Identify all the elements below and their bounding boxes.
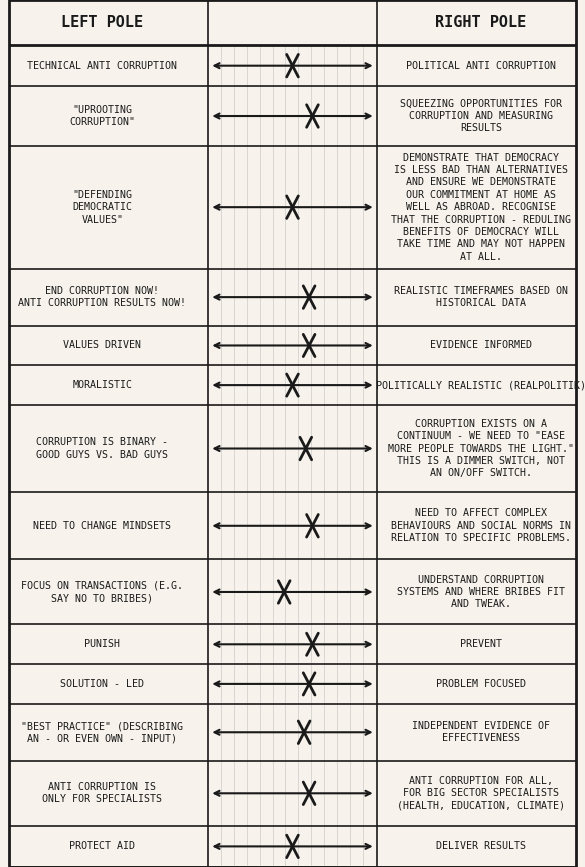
Text: NEED TO CHANGE MINDSETS: NEED TO CHANGE MINDSETS	[33, 521, 171, 531]
Text: CORRUPTION IS BINARY -
GOOD GUYS VS. BAD GUYS: CORRUPTION IS BINARY - GOOD GUYS VS. BAD…	[36, 437, 168, 460]
Text: CORRUPTION EXISTS ON A
CONTINUUM - WE NEED TO "EASE
MORE PEOPLE TOWARDS THE LIGH: CORRUPTION EXISTS ON A CONTINUUM - WE NE…	[388, 419, 574, 479]
Text: DEMONSTRATE THAT DEMOCRACY
IS LESS BAD THAN ALTERNATIVES
AND ENSURE WE DEMONSTRA: DEMONSTRATE THAT DEMOCRACY IS LESS BAD T…	[391, 153, 571, 262]
Text: PUNISH: PUNISH	[84, 639, 121, 649]
Text: NEED TO AFFECT COMPLEX
BEHAVIOURS AND SOCIAL NORMS IN
RELATION TO SPECIFIC PROBL: NEED TO AFFECT COMPLEX BEHAVIOURS AND SO…	[391, 508, 571, 544]
Text: ANTI CORRUPTION IS
ONLY FOR SPECIALISTS: ANTI CORRUPTION IS ONLY FOR SPECIALISTS	[42, 782, 163, 805]
Text: "UPROOTING
CORRUPTION": "UPROOTING CORRUPTION"	[70, 105, 135, 127]
Text: DELIVER RESULTS: DELIVER RESULTS	[436, 841, 526, 851]
Text: POLITICALLY REALISTIC (REALPOLITIK): POLITICALLY REALISTIC (REALPOLITIK)	[376, 380, 585, 390]
Text: POLITICAL ANTI CORRUPTION: POLITICAL ANTI CORRUPTION	[406, 61, 556, 71]
Text: PROBLEM FOCUSED: PROBLEM FOCUSED	[436, 679, 526, 689]
Text: SQUEEZING OPPORTUNITIES FOR
CORRUPTION AND MEASURING
RESULTS: SQUEEZING OPPORTUNITIES FOR CORRUPTION A…	[400, 99, 562, 134]
Text: PREVENT: PREVENT	[460, 639, 502, 649]
Text: PROTECT AID: PROTECT AID	[70, 841, 135, 851]
Text: VALUES DRIVEN: VALUES DRIVEN	[63, 341, 142, 350]
Text: UNDERSTAND CORRUPTION
SYSTEMS AND WHERE BRIBES FIT
AND TWEAK.: UNDERSTAND CORRUPTION SYSTEMS AND WHERE …	[397, 575, 565, 610]
Text: EVIDENCE INFORMED: EVIDENCE INFORMED	[430, 341, 532, 350]
Text: MORALISTIC: MORALISTIC	[73, 380, 132, 390]
Text: "DEFENDING
DEMOCRATIC
VALUES": "DEFENDING DEMOCRATIC VALUES"	[73, 190, 132, 225]
Text: ANTI CORRUPTION FOR ALL,
FOR BIG SECTOR SPECIALISTS
(HEALTH, EDUCATION, CLIMATE): ANTI CORRUPTION FOR ALL, FOR BIG SECTOR …	[397, 776, 565, 811]
Text: REALISTIC TIMEFRAMES BASED ON
HISTORICAL DATA: REALISTIC TIMEFRAMES BASED ON HISTORICAL…	[394, 286, 568, 309]
Text: SOLUTION - LED: SOLUTION - LED	[60, 679, 144, 689]
Text: FOCUS ON TRANSACTIONS (E.G.
SAY NO TO BRIBES): FOCUS ON TRANSACTIONS (E.G. SAY NO TO BR…	[22, 581, 183, 603]
Text: LEFT POLE: LEFT POLE	[61, 15, 143, 30]
Text: END CORRUPTION NOW!
ANTI CORRUPTION RESULTS NOW!: END CORRUPTION NOW! ANTI CORRUPTION RESU…	[18, 286, 187, 309]
Text: INDEPENDENT EVIDENCE OF
EFFECTIVENESS: INDEPENDENT EVIDENCE OF EFFECTIVENESS	[412, 721, 550, 744]
Text: RIGHT POLE: RIGHT POLE	[435, 15, 526, 30]
Text: TECHNICAL ANTI CORRUPTION: TECHNICAL ANTI CORRUPTION	[27, 61, 177, 71]
Text: "BEST PRACTICE" (DESCRIBING
AN - OR EVEN OWN - INPUT): "BEST PRACTICE" (DESCRIBING AN - OR EVEN…	[22, 721, 183, 744]
